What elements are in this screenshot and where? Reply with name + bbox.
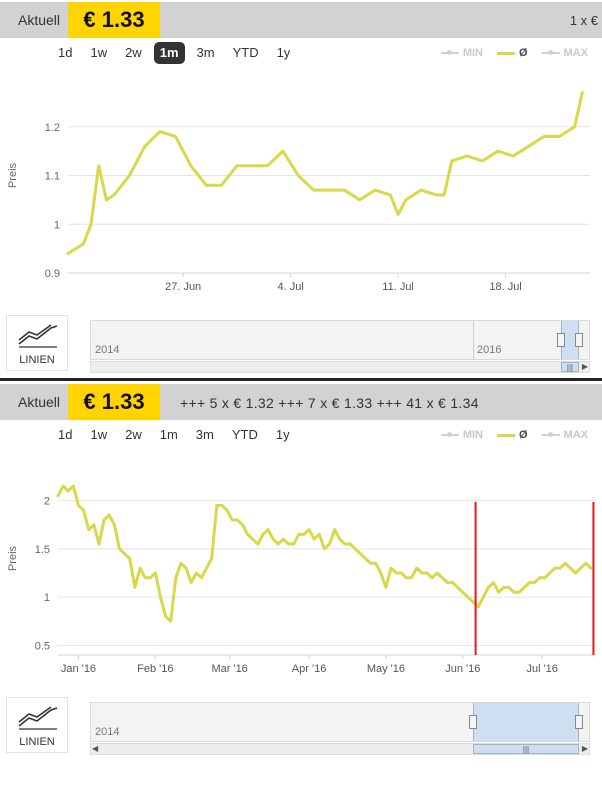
price-series-line bbox=[66, 91, 584, 255]
chart-legend: MIN Ø MAX bbox=[427, 429, 588, 441]
header-label: Aktuell bbox=[18, 12, 61, 28]
trade-ticker: +++ 5 x € 1.32 +++ 7 x € 1.33 +++ 41 x €… bbox=[180, 395, 479, 411]
legend-avg[interactable]: Ø bbox=[496, 47, 528, 59]
navigator-year-separator bbox=[473, 321, 474, 359]
x-tick-label: 4. Jul bbox=[277, 281, 303, 293]
legend-min-label: MIN bbox=[462, 47, 483, 59]
price-header: Aktuell € 1.33 +++ 5 x € 1.32 +++ 7 x € … bbox=[0, 384, 602, 420]
navigator-scrollbar[interactable]: ◀ ||| ▶ bbox=[90, 743, 590, 755]
legend-min-label: MIN bbox=[462, 429, 483, 441]
range-2w[interactable]: 2w bbox=[125, 45, 142, 60]
y-tick-label: 1.2 bbox=[45, 122, 60, 134]
range-1y[interactable]: 1y bbox=[276, 45, 291, 60]
y-tick-label: 2 bbox=[44, 496, 50, 508]
y-tick-label: 0.5 bbox=[35, 640, 50, 652]
x-tick-label: 11. Jul bbox=[382, 281, 414, 293]
y-tick-label: 1 bbox=[44, 592, 50, 604]
linien-button[interactable]: LINIEN bbox=[6, 697, 68, 753]
linien-label: LINIEN bbox=[19, 736, 55, 748]
navigator-scrollbar[interactable]: ||| ▶ bbox=[90, 361, 590, 373]
header-label: Aktuell bbox=[18, 394, 61, 410]
y-tick-label: 1 bbox=[54, 219, 60, 231]
panel-divider bbox=[0, 378, 602, 381]
navigator-left-handle[interactable] bbox=[469, 715, 477, 729]
range-1y[interactable]: 1y bbox=[275, 427, 290, 442]
x-tick-label: 18. Jul bbox=[489, 281, 521, 293]
range-3m[interactable]: 3m bbox=[195, 427, 214, 442]
navigator[interactable]: 2014 2016 bbox=[90, 320, 590, 360]
navigator[interactable]: 2014 2016 bbox=[90, 702, 590, 742]
y-axis-label: Preis bbox=[7, 162, 19, 188]
quantity-text: 1 x € bbox=[569, 13, 598, 28]
range-selector: 1d 1w 2w 1m 3m YTD 1y bbox=[52, 42, 302, 64]
y-axis-label: Preis bbox=[7, 545, 19, 571]
current-price: € 1.33 bbox=[68, 384, 160, 420]
scroll-right-icon[interactable]: ▶ bbox=[581, 744, 588, 753]
range-1d[interactable]: 1d bbox=[58, 427, 73, 442]
legend-max-swatch bbox=[541, 50, 560, 55]
x-tick-label: Feb '16 bbox=[137, 663, 173, 675]
price-header: Aktuell € 1.33 1 x € bbox=[0, 2, 602, 38]
navigator-year-2014: 2014 bbox=[95, 726, 120, 738]
linien-button[interactable]: LINIEN bbox=[6, 315, 68, 371]
legend-min-swatch bbox=[440, 50, 459, 55]
range-ytd[interactable]: YTD bbox=[232, 45, 259, 60]
chart-legend: MIN Ø MAX bbox=[427, 47, 588, 59]
navigator-year-2016: 2016 bbox=[477, 344, 502, 356]
legend-avg-label: Ø bbox=[518, 429, 528, 441]
x-tick-label: Apr '16 bbox=[292, 663, 327, 675]
legend-avg[interactable]: Ø bbox=[496, 429, 528, 441]
scrollbar-thumb[interactable]: ||| bbox=[561, 362, 579, 372]
linien-label: LINIEN bbox=[19, 354, 55, 366]
legend-max[interactable]: MAX bbox=[541, 429, 588, 441]
x-tick-label: Jul '16 bbox=[526, 663, 557, 675]
legend-avg-label: Ø bbox=[518, 47, 528, 59]
range-3m[interactable]: 3m bbox=[196, 45, 215, 60]
navigator-right-handle[interactable] bbox=[575, 333, 583, 347]
navigator-left-handle[interactable] bbox=[557, 333, 565, 347]
navigator-right-handle[interactable] bbox=[575, 715, 583, 729]
x-tick-label: Jun '16 bbox=[445, 663, 480, 675]
chart-panel-ytd: Aktuell € 1.33 +++ 5 x € 1.32 +++ 7 x € … bbox=[0, 382, 602, 772]
legend-min-swatch bbox=[440, 432, 459, 437]
legend-max-label: MAX bbox=[563, 47, 588, 59]
price-chart-1m[interactable]: 0.9 1 1.1 1.2 27. Jun 4. Jul 11. Jul 18. Jul Pre… bbox=[0, 0, 602, 305]
chart-panel-1m: Aktuell € 1.33 1 x € 1d 1w 2w 1m 3m YTD … bbox=[0, 0, 602, 380]
range-ytd[interactable]: YTD bbox=[231, 427, 258, 442]
y-tick-label: 1.1 bbox=[45, 171, 60, 183]
legend-max-swatch bbox=[541, 432, 560, 437]
current-price: € 1.33 bbox=[68, 2, 160, 38]
navigator-selection[interactable] bbox=[473, 703, 579, 741]
line-chart-icon bbox=[18, 706, 58, 730]
x-tick-label: 27. Jun bbox=[165, 281, 201, 293]
scroll-right-icon[interactable]: ▶ bbox=[581, 362, 588, 371]
scroll-left-icon[interactable]: ◀ bbox=[92, 744, 99, 753]
range-selector: 1d 1w 2w 1m 3m YTD 1y bbox=[52, 424, 302, 446]
range-1w[interactable]: 1w bbox=[90, 45, 108, 60]
range-1m[interactable]: 1m bbox=[159, 427, 178, 442]
scrollbar-thumb[interactable]: ||| bbox=[473, 744, 579, 754]
legend-avg-swatch bbox=[496, 51, 515, 55]
range-1m[interactable]: 1m bbox=[153, 42, 185, 64]
legend-avg-swatch bbox=[496, 433, 515, 437]
x-tick-label: May '16 bbox=[367, 663, 405, 675]
range-2w[interactable]: 2w bbox=[125, 427, 142, 442]
range-1d[interactable]: 1d bbox=[58, 45, 73, 60]
legend-max-label: MAX bbox=[563, 429, 588, 441]
legend-min[interactable]: MIN bbox=[440, 429, 483, 441]
line-chart-icon bbox=[18, 324, 58, 348]
range-1w[interactable]: 1w bbox=[90, 427, 108, 442]
legend-max[interactable]: MAX bbox=[541, 47, 588, 59]
x-tick-label: Mar '16 bbox=[211, 663, 247, 675]
y-tick-label: 1.5 bbox=[35, 544, 50, 556]
x-tick-label: Jan '16 bbox=[61, 663, 96, 675]
legend-min[interactable]: MIN bbox=[440, 47, 483, 59]
navigator-year-2014: 2014 bbox=[95, 344, 120, 356]
price-series-line bbox=[56, 484, 593, 623]
y-tick-label: 0.9 bbox=[45, 268, 60, 280]
price-chart-ytd[interactable]: 0.5 1 1.5 2 Jan '16 Feb '16 Mar '16 Apr '16 May … bbox=[0, 382, 602, 687]
